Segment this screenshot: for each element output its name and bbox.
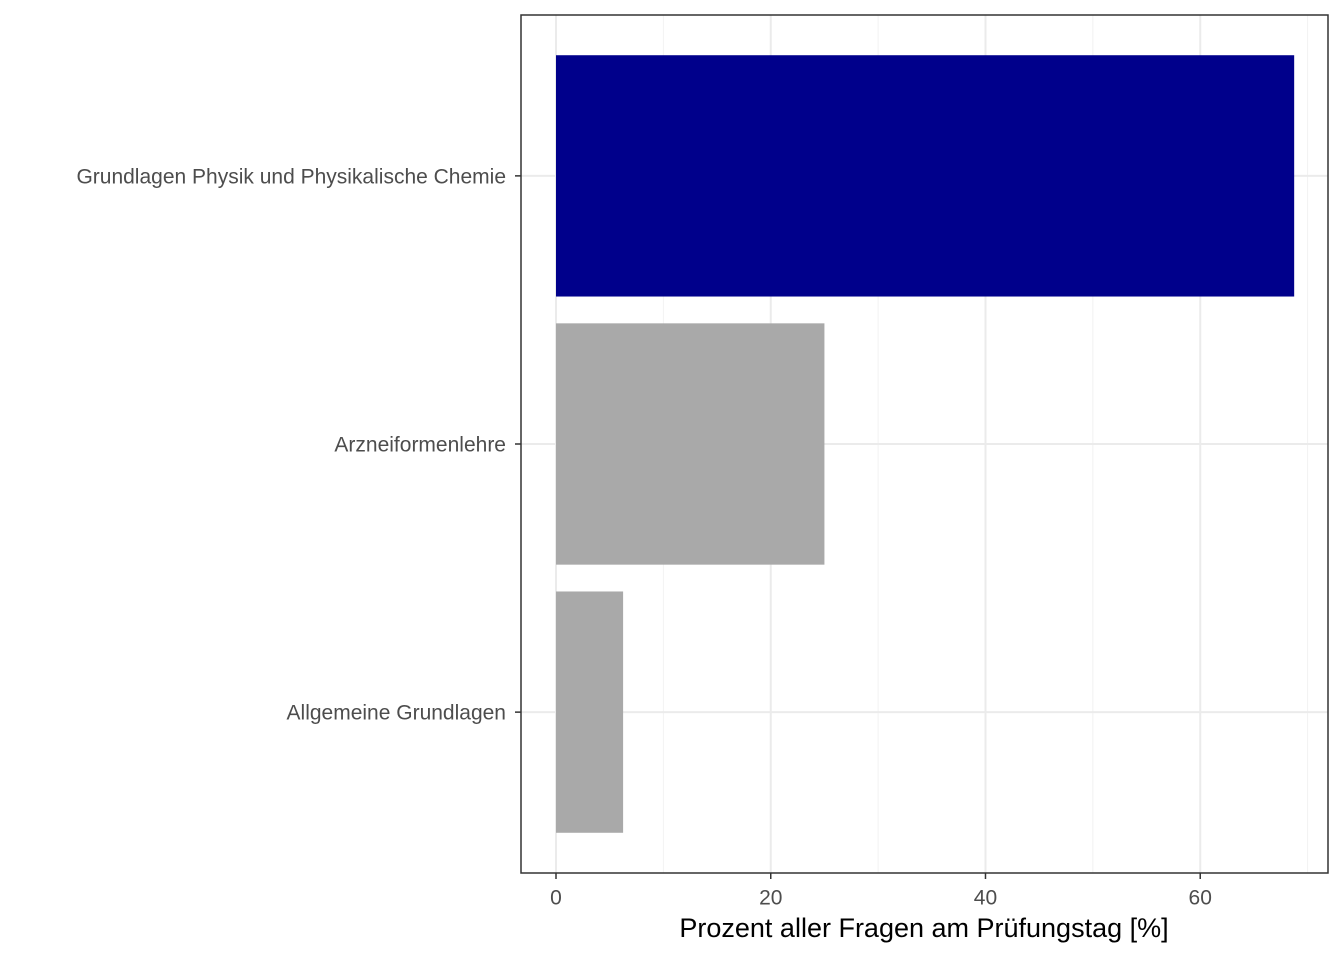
bar xyxy=(556,55,1295,297)
x-tick-label: 20 xyxy=(759,887,782,910)
x-tick-label: 0 xyxy=(550,887,562,910)
y-tick-label: Arzneiformenlehre xyxy=(334,434,506,457)
panel-border xyxy=(520,14,1329,874)
bar xyxy=(556,591,624,833)
y-tick-label: Grundlagen Physik und Physikalische Chem… xyxy=(76,165,506,188)
y-tick-label: Allgemeine Grundlagen xyxy=(287,702,506,725)
bar xyxy=(556,323,825,565)
x-tick-label: 60 xyxy=(1189,887,1212,910)
x-tick-label: 40 xyxy=(974,887,997,910)
x-axis-label: Prozent aller Fragen am Prüfungstag [%] xyxy=(679,913,1168,943)
